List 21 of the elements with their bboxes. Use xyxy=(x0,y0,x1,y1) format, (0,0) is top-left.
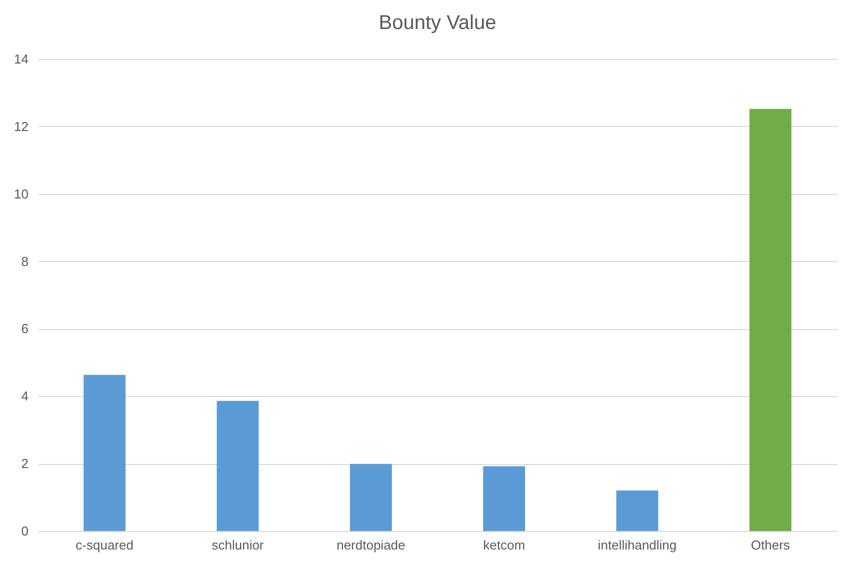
y-tick-label: 12 xyxy=(14,118,28,134)
x-tick-label: intellihandling xyxy=(598,538,677,552)
x-tick-label: schlunior xyxy=(212,538,264,552)
bar xyxy=(350,464,392,531)
x-tick-label: ketcom xyxy=(483,538,526,552)
y-tick-label: 8 xyxy=(21,254,28,269)
bar xyxy=(84,374,126,531)
x-tick-label: c-squared xyxy=(76,538,134,552)
x-tick-label: Others xyxy=(750,538,790,552)
bar xyxy=(616,490,658,531)
bar xyxy=(216,400,259,531)
y-tick-label: 2 xyxy=(21,456,28,472)
y-tick-label: 4 xyxy=(21,388,28,404)
y-tick-label: 6 xyxy=(21,321,28,336)
bar xyxy=(483,466,526,531)
x-tick-label: nerdtopiade xyxy=(336,538,406,552)
bar xyxy=(749,108,792,531)
y-tick-label: 0 xyxy=(21,524,28,538)
y-tick-label: 10 xyxy=(14,186,28,202)
y-tick-label: 14 xyxy=(14,52,28,66)
chart-title: Bounty Value xyxy=(378,12,496,34)
